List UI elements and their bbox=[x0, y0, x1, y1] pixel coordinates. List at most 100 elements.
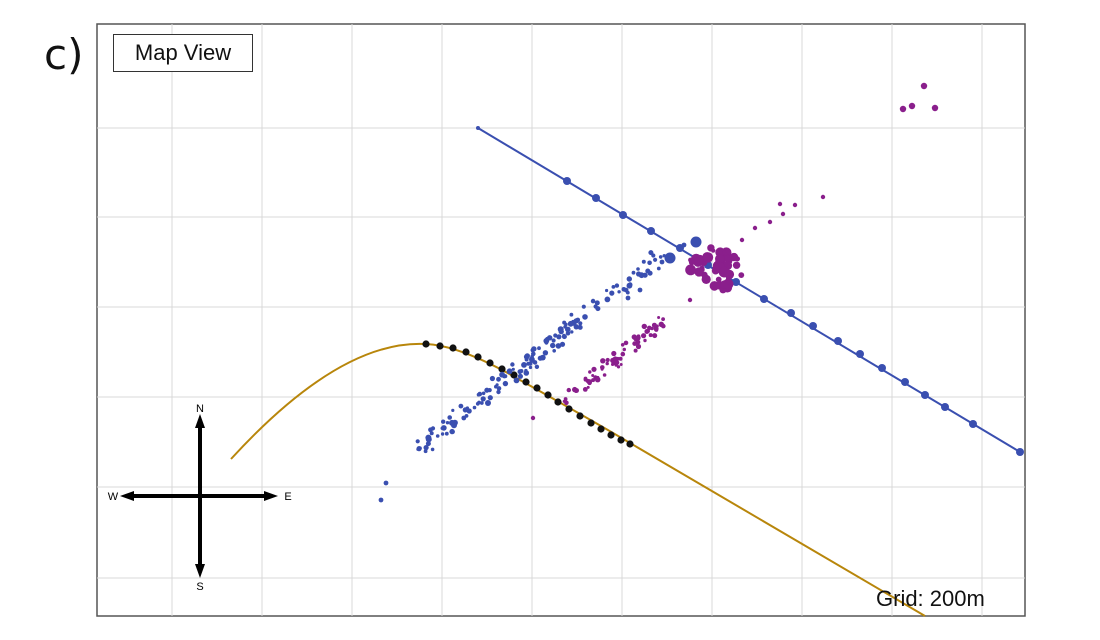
blue-event bbox=[447, 415, 453, 420]
blue-event bbox=[582, 314, 588, 320]
blue-event bbox=[445, 421, 450, 425]
purple-event bbox=[726, 280, 731, 285]
purple-event bbox=[643, 338, 647, 343]
panel-label: c) bbox=[44, 30, 84, 79]
blue-event bbox=[595, 306, 601, 312]
blue-event bbox=[502, 380, 509, 387]
blue-event bbox=[562, 320, 567, 325]
blue-stage-marker bbox=[856, 350, 864, 358]
purple-event bbox=[566, 387, 571, 393]
blue-event bbox=[555, 343, 562, 349]
blue-event bbox=[636, 271, 642, 277]
blue-stage-marker bbox=[787, 309, 795, 317]
blue-stage-marker bbox=[969, 420, 977, 428]
purple-event bbox=[530, 415, 536, 421]
brown-stage-marker bbox=[565, 405, 573, 413]
blue-event bbox=[461, 415, 467, 421]
purple-event bbox=[729, 252, 739, 262]
blue-event bbox=[550, 342, 556, 349]
purple-event bbox=[563, 397, 568, 401]
purple-event bbox=[623, 340, 629, 346]
purple-event bbox=[780, 211, 786, 217]
purple-event bbox=[620, 351, 626, 357]
blue-event bbox=[642, 272, 648, 278]
blue-event bbox=[423, 445, 429, 451]
blue-event bbox=[524, 353, 530, 359]
purple-event bbox=[583, 376, 588, 381]
purple-event bbox=[600, 365, 605, 370]
purple-event bbox=[899, 105, 907, 113]
purple-event bbox=[591, 366, 597, 372]
purple-event bbox=[647, 325, 652, 331]
blue-event bbox=[570, 330, 574, 334]
blue-event bbox=[423, 449, 428, 454]
blue-event bbox=[578, 321, 583, 326]
purple-event bbox=[685, 264, 696, 276]
purple-event bbox=[711, 248, 716, 253]
blue-event bbox=[426, 436, 431, 442]
blue-event bbox=[511, 367, 515, 371]
blue-wellbore-heel bbox=[476, 126, 480, 130]
purple-event bbox=[652, 333, 658, 339]
brown-stage-marker bbox=[554, 398, 562, 406]
blue-event bbox=[617, 290, 621, 294]
purple-event bbox=[920, 82, 928, 90]
purple-event bbox=[635, 335, 641, 341]
blue-event bbox=[573, 318, 579, 324]
purple-event bbox=[600, 358, 606, 364]
purple-event bbox=[908, 102, 916, 110]
brown-stage-marker bbox=[587, 419, 595, 427]
blue-stage-marker bbox=[901, 378, 909, 386]
blue-event bbox=[659, 259, 665, 265]
blue-stage-marker bbox=[1016, 448, 1024, 456]
blue-microseismic-events bbox=[378, 236, 702, 503]
blue-event bbox=[614, 283, 620, 288]
purple-event bbox=[722, 250, 727, 255]
purple-microseismic-events bbox=[530, 82, 939, 421]
purple-event bbox=[591, 374, 595, 377]
blue-event bbox=[487, 395, 493, 401]
blue-event bbox=[544, 340, 549, 345]
compass-rose: N S E W bbox=[108, 403, 292, 593]
blue-event bbox=[517, 369, 523, 375]
blue-event bbox=[565, 330, 571, 336]
blue-event bbox=[681, 242, 687, 248]
purple-event bbox=[591, 378, 596, 383]
purple-event bbox=[611, 350, 617, 357]
blue-stage-marker bbox=[834, 337, 842, 345]
blue-event bbox=[440, 432, 445, 436]
blue-event bbox=[494, 384, 498, 389]
grid-scale-label: Grid: 200m bbox=[876, 586, 985, 611]
blue-event bbox=[449, 428, 455, 435]
blue-event bbox=[531, 346, 537, 352]
blue-event bbox=[641, 259, 646, 264]
compass-north: N bbox=[196, 403, 204, 415]
purple-event bbox=[646, 329, 650, 333]
grid-lines bbox=[97, 24, 1025, 616]
brown-wellbore bbox=[230, 340, 926, 617]
blue-stage-marker bbox=[760, 295, 768, 303]
brown-stage-marker bbox=[576, 412, 584, 420]
purple-event bbox=[641, 333, 647, 339]
blue-stage-marker bbox=[878, 364, 886, 372]
blue-event bbox=[647, 260, 652, 266]
blue-event bbox=[496, 376, 501, 382]
purple-event bbox=[562, 399, 566, 403]
blue-event bbox=[645, 268, 651, 274]
blue-event bbox=[472, 405, 477, 410]
purple-event bbox=[820, 194, 826, 200]
blue-stage-marker bbox=[921, 391, 929, 399]
purple-event bbox=[738, 272, 745, 278]
blue-event bbox=[510, 362, 515, 367]
purple-event bbox=[641, 323, 647, 330]
blue-event bbox=[551, 338, 556, 343]
blue-event bbox=[528, 365, 533, 370]
blue-event bbox=[484, 387, 490, 393]
blue-event bbox=[569, 312, 574, 317]
brown-stage-marker bbox=[544, 391, 552, 399]
blue-event bbox=[664, 252, 676, 264]
purple-event bbox=[777, 201, 783, 207]
blue-event bbox=[476, 392, 481, 397]
purple-event bbox=[602, 373, 607, 377]
blue-event bbox=[605, 288, 609, 293]
